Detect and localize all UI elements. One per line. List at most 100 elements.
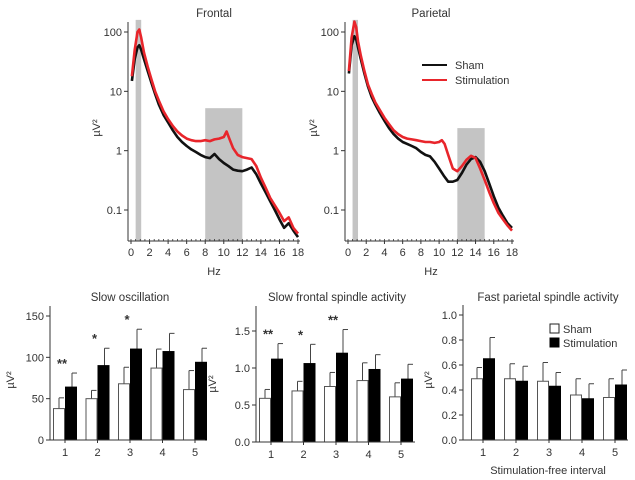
y-tick-label: 100 — [26, 352, 44, 364]
x-tick-label: 12 — [236, 247, 248, 259]
chart-title: Frontal — [196, 8, 232, 20]
bar-sham — [259, 397, 271, 443]
bar-sham — [53, 408, 65, 441]
chart-title: Slow frontal spindle activity — [268, 292, 406, 304]
bar-stimulation — [401, 378, 413, 443]
bar-sham — [471, 378, 483, 441]
y-tick-label: 10 — [327, 86, 339, 98]
x-tick-label: 0 — [345, 247, 351, 259]
x-tick-label: 12 — [451, 247, 463, 259]
significance-marker: ** — [263, 327, 274, 342]
legend-swatch-sham — [549, 323, 560, 334]
legend-label-sham: Sham — [455, 60, 484, 72]
y-tick-label: 0.1 — [107, 205, 122, 217]
y-axis-label: µV² — [423, 371, 435, 389]
bar-stimulation — [549, 385, 561, 441]
y-tick-label: 0.8 — [442, 335, 457, 347]
x-axis-label: Hz — [207, 266, 220, 278]
y-tick-label: 10 — [110, 86, 122, 98]
fast-parietal-spindle-bar-chart: Fast parietal spindle activity Stimulati… — [423, 292, 628, 477]
shaded-band — [205, 108, 243, 241]
y-tick-label: 150 — [26, 311, 44, 323]
parietal-spectrum-plot: Parietal Hz µV² Sham Stimulation 0 2 4 6 8 10… — [308, 8, 518, 278]
y-tick-label: 0.1 — [324, 205, 339, 217]
bar-stimulation — [97, 365, 110, 441]
shaded-band — [457, 128, 485, 241]
significance-marker: ** — [328, 313, 339, 328]
bar-sham — [150, 367, 163, 441]
x-tick-label: 2 — [363, 247, 369, 259]
x-tick-label: 8 — [202, 247, 208, 259]
frontal-spectrum-plot: Frontal Hz µV² 0 2 4 6 8 10 12 14 16 18 100 10 1 0.1 — [91, 8, 304, 278]
y-tick-label: 0.4 — [442, 385, 457, 397]
y-tick-label: 50 — [32, 394, 44, 406]
bar-stimulation — [582, 398, 594, 441]
x-tick-label: 16 — [273, 247, 285, 259]
bar-sham — [389, 396, 401, 443]
x-tick-label: 1 — [480, 447, 486, 459]
slow-frontal-spindle-bar-chart: Slow frontal spindle activity µV² ** ***1… — [207, 292, 415, 461]
bar-stimulation — [130, 348, 142, 441]
y-tick-label: 100 — [104, 27, 122, 39]
x-tick-label: 3 — [546, 447, 552, 459]
x-tick-label: 5 — [612, 447, 618, 459]
y-tick-label: 0.6 — [442, 360, 457, 372]
bar-sham — [85, 398, 98, 441]
y-tick-label: 1.0 — [235, 363, 250, 375]
significance-marker: * — [124, 312, 130, 327]
chart-title: Parietal — [412, 8, 451, 20]
x-tick-label: 0 — [128, 247, 134, 259]
bar-sham — [291, 390, 304, 443]
y-tick-label: 1 — [333, 146, 339, 158]
y-tick-label: 0 — [38, 435, 44, 447]
x-tick-label: 10 — [433, 247, 445, 259]
bar-sham — [356, 380, 369, 443]
x-tick-label: 8 — [418, 247, 424, 259]
x-tick-label: 4 — [159, 447, 165, 459]
x-tick-label: 18 — [506, 247, 518, 259]
x-tick-label: 2 — [94, 447, 100, 459]
x-tick-label: 6 — [184, 247, 190, 259]
bars — [471, 337, 627, 441]
plot-area — [130, 19, 300, 241]
chart-title: Fast parietal spindle activity — [477, 292, 619, 304]
x-axis-label: Stimulation-free interval — [490, 465, 606, 477]
bar-sham — [324, 386, 336, 443]
x-tick-label: 5 — [398, 449, 404, 461]
x-tick-label: 2 — [513, 447, 519, 459]
legend: Sham Stimulation — [422, 60, 509, 87]
y-axis-label: µV² — [207, 375, 219, 393]
y-tick-label: 0.0 — [442, 435, 457, 447]
bar-stimulation — [483, 358, 495, 441]
series-line-stimulation — [347, 20, 513, 232]
bar-stimulation — [516, 380, 528, 441]
y-tick-label: 100 — [321, 27, 339, 39]
bars: **** — [53, 312, 207, 441]
y-axis-label: µV² — [5, 371, 17, 389]
x-tick-label: 4 — [365, 449, 371, 461]
bar-stimulation — [303, 363, 316, 443]
x-tick-label: 2 — [146, 247, 152, 259]
x-tick-label: 14 — [255, 247, 267, 259]
x-tick-label: 3 — [127, 447, 133, 459]
legend-label-stimulation: Stimulation — [455, 75, 509, 87]
x-axis-label: Hz — [424, 266, 437, 278]
significance-marker: * — [92, 331, 98, 346]
x-tick-label: 3 — [333, 449, 339, 461]
y-tick-label: 1.0 — [442, 310, 457, 322]
plot-area — [347, 19, 513, 241]
x-tick-label: 2 — [300, 449, 306, 461]
y-tick-label: 0.2 — [442, 410, 457, 422]
y-tick-label: 1.5 — [235, 326, 250, 338]
bar-stimulation — [162, 351, 175, 441]
x-tick-label: 4 — [381, 247, 387, 259]
x-tick-label: 4 — [579, 447, 585, 459]
shaded-band — [135, 19, 142, 241]
bars: ** *** — [259, 313, 413, 443]
bar-stimulation — [195, 361, 207, 441]
bar-stimulation — [65, 386, 77, 441]
x-tick-label: 16 — [488, 247, 500, 259]
x-tick-label: 14 — [469, 247, 481, 259]
